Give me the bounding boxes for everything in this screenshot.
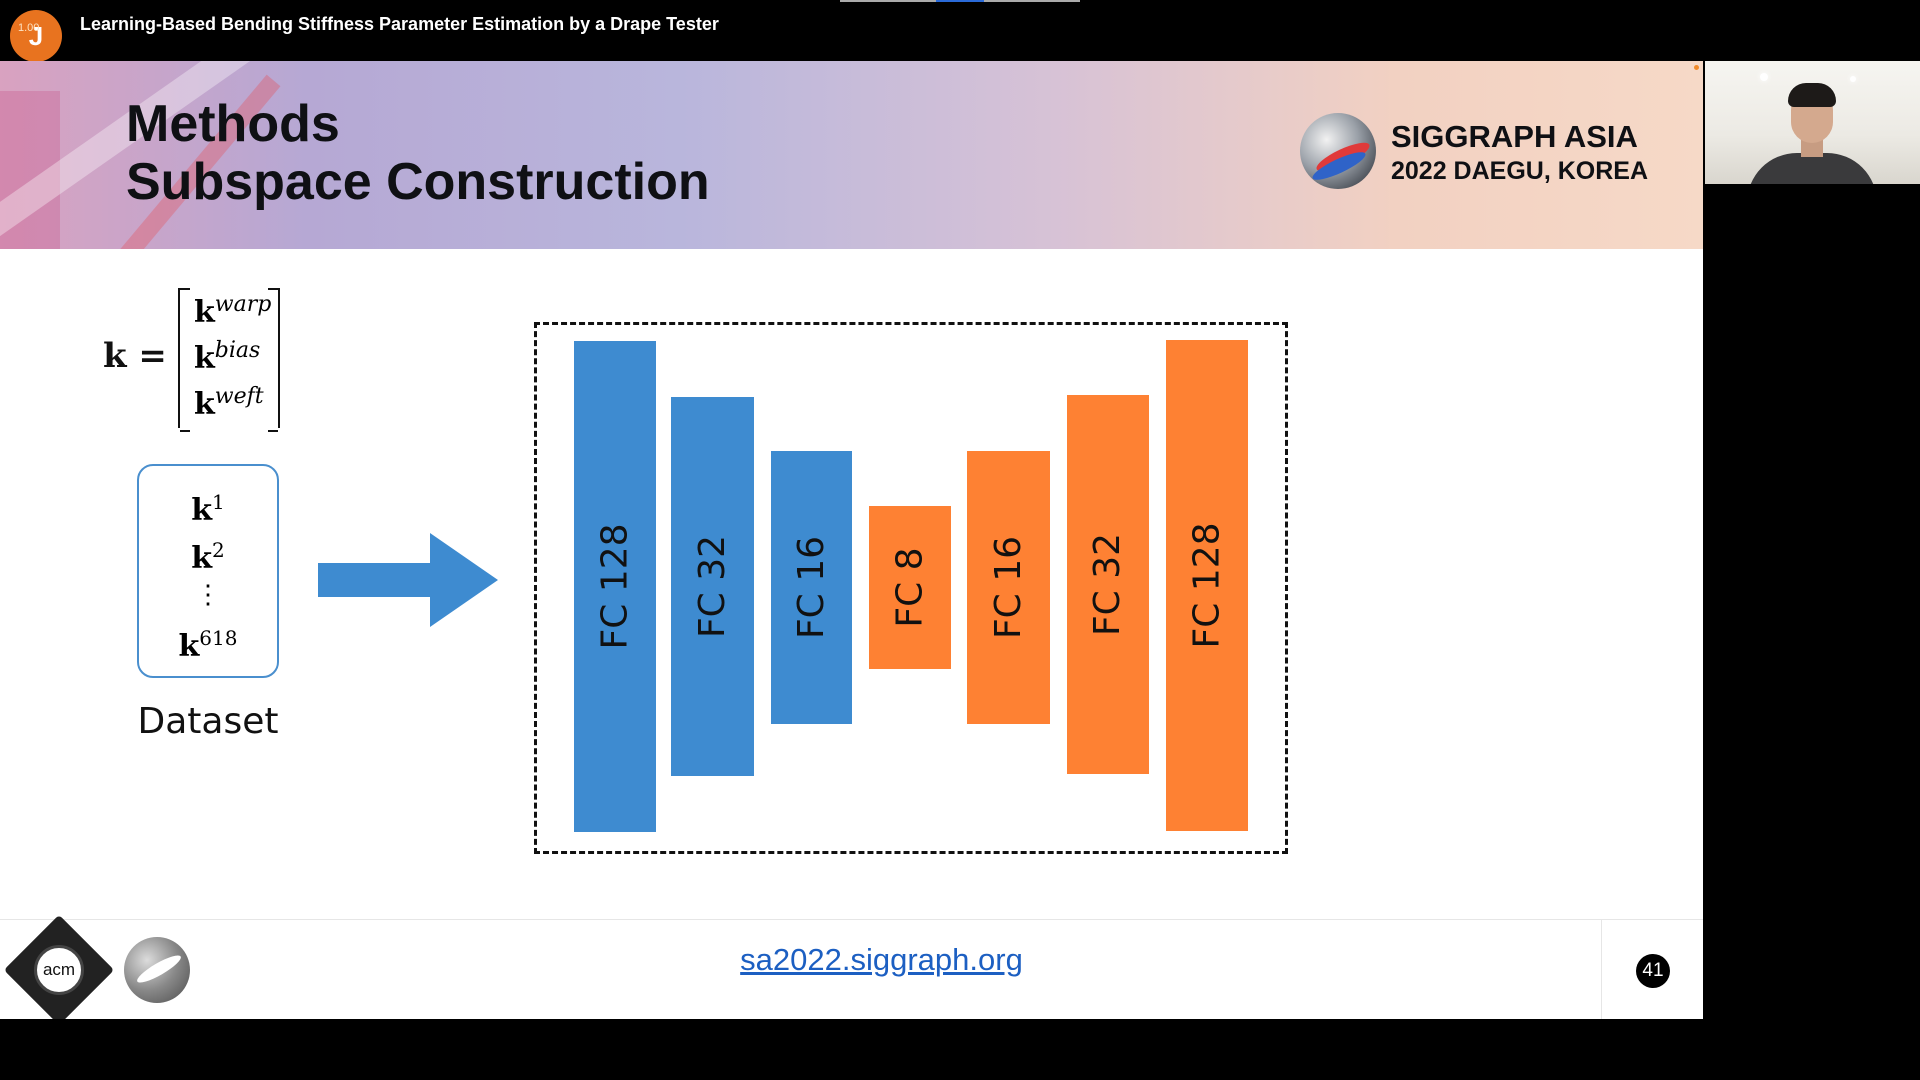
equation-lhs: k = [103,336,167,376]
window-title: Learning-Based Bending Stiffness Paramet… [80,14,719,34]
fc-layer-label: FC 128 [594,523,636,650]
recording-dot-icon [1694,65,1699,70]
avatar-letter: J [28,20,44,51]
dataset-ellipsis: ⋮ [195,580,221,610]
presenter-webcam[interactable] [1705,61,1920,184]
slide-page-number: 41 [1636,954,1670,988]
vector-row: kwarp [194,292,272,330]
footer-divider [1601,919,1602,1019]
stiffness-vector: kwarp kbias kweft [178,288,280,432]
right-arrow-icon [318,533,498,627]
fc-layer-label: FC 32 [1087,532,1129,637]
slide-title-line2: Subspace Construction [126,153,710,211]
fc-layer-3: FC 16 [771,451,852,724]
top-progress-indicator [840,0,1080,2]
siggraph-asia-logo-icon [1300,113,1376,189]
presenter-avatar[interactable]: 1.00 J [10,10,62,62]
fc-layer-label: FC 32 [692,534,734,639]
fc-layer-1: FC 128 [574,341,656,832]
fc-layer-label: FC 128 [1186,522,1228,649]
dataset-item: k2 [191,538,225,576]
fc-layer-7: FC 128 [1166,340,1248,831]
fc-layer-5: FC 16 [967,451,1050,724]
conference-line2: 2022 DAEGU, KOREA [1391,157,1649,185]
slide-banner: Methods Subspace Construction SIGGRAPH A… [0,61,1703,249]
dataset-box: k1 k2 ⋮ k618 [137,464,279,678]
acm-logo-badge: acm [34,945,84,995]
window-title-bar: 1.00 J Learning-Based Bending Stiffness … [0,0,1920,62]
avatar-overlay-text: 1.00 [18,22,40,34]
fc-layer-label: FC 16 [791,535,833,640]
dataset-item: k618 [178,626,238,664]
slide-title-line1: Methods [126,95,340,153]
dataset-item: k1 [191,490,225,528]
fc-layer-6: FC 32 [1067,395,1149,774]
slide-title: Methods Subspace Construction [126,95,710,211]
vector-row: kweft [194,384,264,422]
autoencoder-frame [534,322,1288,854]
conference-line1: SIGGRAPH ASIA [1391,119,1638,154]
vector-row: kbias [194,338,261,376]
conference-name: SIGGRAPH ASIA 2022 DAEGU, KOREA [1391,119,1648,187]
banner-decoration [0,91,60,249]
fc-layer-4: FC 8 [869,506,951,669]
conference-url-link[interactable]: sa2022.siggraph.org [740,942,1023,977]
acm-logo-text: acm [42,960,76,979]
slide: Methods Subspace Construction SIGGRAPH A… [0,61,1703,1019]
siggraph-logo-icon [124,937,190,1003]
fc-layer-2: FC 32 [671,397,754,776]
fc-layer-label: FC 16 [988,535,1030,640]
fc-layer-label: FC 8 [889,547,931,628]
dataset-label: Dataset [137,701,279,742]
footer-divider [0,919,1703,920]
